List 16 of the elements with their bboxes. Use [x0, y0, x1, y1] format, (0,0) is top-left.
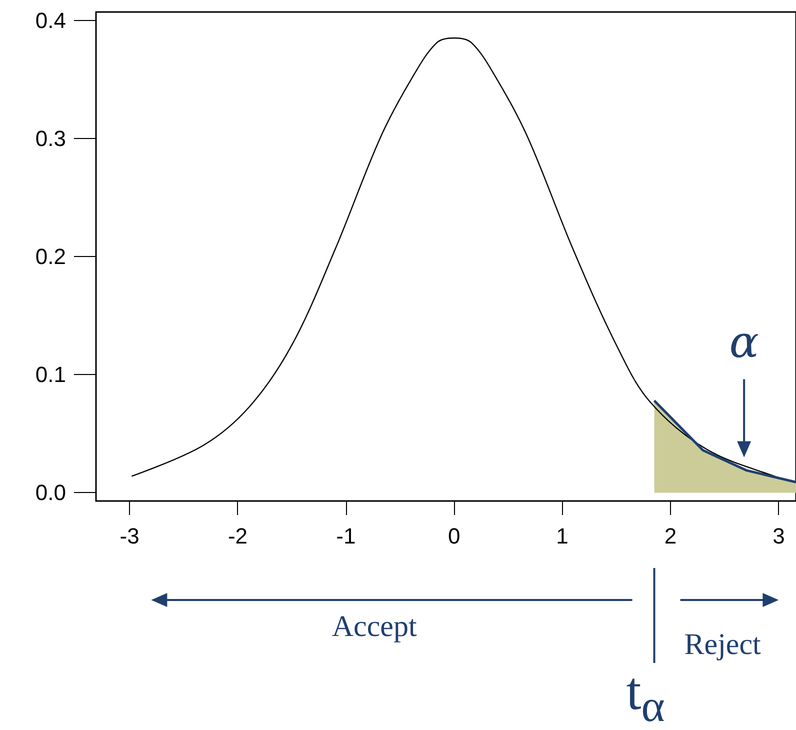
y-tick-label: 0.1 [35, 362, 66, 388]
x-tick-label: 1 [556, 524, 568, 548]
text: Reject [684, 628, 761, 661]
y-tick-label: 0.4 [35, 8, 66, 33]
x-tick-label: -3 [120, 524, 140, 548]
x-tick-label: 0 [448, 524, 460, 548]
y-tick-label: 0.0 [35, 480, 66, 506]
x-tick-label: -2 [228, 524, 248, 548]
y-tick-label: 0.3 [35, 126, 66, 151]
x-tick-label: 3 [772, 524, 785, 548]
text: Accept [332, 610, 417, 643]
x-tick-label: -1 [336, 524, 356, 548]
y-tick-label: 0.2 [35, 244, 66, 269]
x-tick-label: 2 [664, 524, 677, 548]
annotation: α [728, 317, 760, 368]
text: t$_{α}$ [626, 661, 665, 730]
